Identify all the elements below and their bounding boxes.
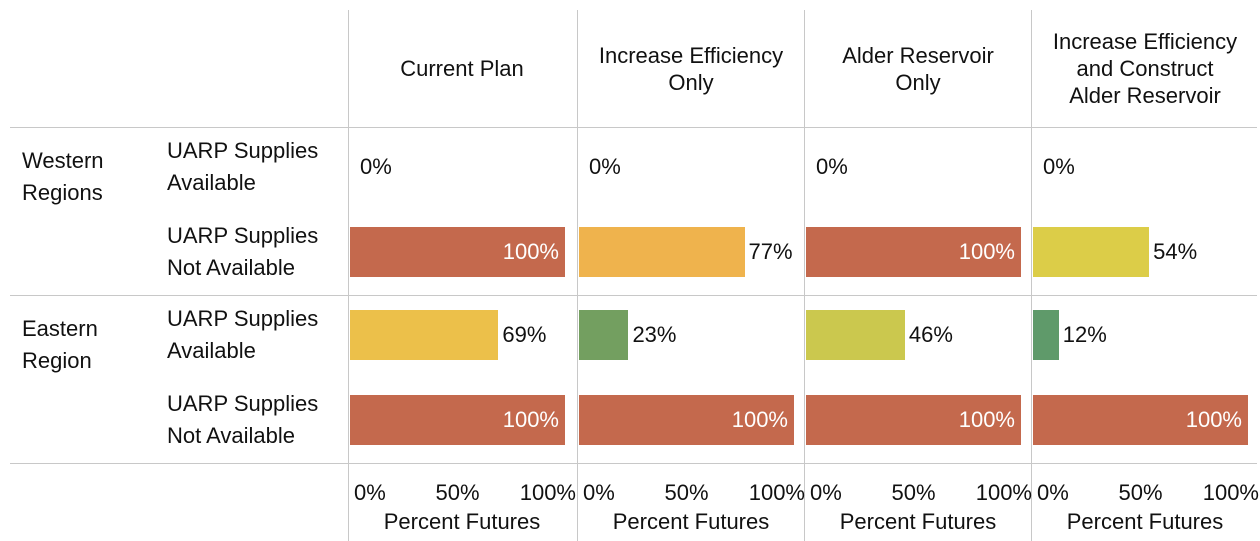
separator xyxy=(577,10,578,541)
value-label: 100% xyxy=(502,407,559,432)
x-tick-label: 0% xyxy=(354,480,386,505)
row-label: UARP Supplies Available xyxy=(167,306,319,363)
column-header: Current Plan xyxy=(400,56,524,81)
separator xyxy=(1031,10,1032,541)
group-label: Western Regions xyxy=(22,148,104,205)
bar xyxy=(579,227,745,277)
x-tick-label: 0% xyxy=(583,480,615,505)
bar xyxy=(579,395,794,445)
group-label: Eastern Region xyxy=(22,316,98,373)
x-tick-label: 50% xyxy=(664,480,709,505)
separator xyxy=(348,10,349,541)
column-header: Increase Efficiency Only xyxy=(598,42,784,95)
separator xyxy=(10,127,1257,128)
bar xyxy=(579,310,629,360)
value-label: 69% xyxy=(502,322,547,347)
x-axis-title: Percent Futures xyxy=(1066,509,1224,534)
value-label: 100% xyxy=(1185,407,1242,432)
value-label: 0% xyxy=(1043,154,1075,179)
bar xyxy=(806,310,905,360)
x-axis-title: Percent Futures xyxy=(383,509,541,534)
bar xyxy=(350,310,499,360)
row-label: UARP Supplies Available xyxy=(167,138,319,195)
value-label: 100% xyxy=(502,239,559,264)
bar xyxy=(1033,395,1248,445)
x-tick-label: 100% xyxy=(519,480,576,505)
value-label: 0% xyxy=(816,154,848,179)
x-tick-label: 100% xyxy=(748,480,805,505)
bar xyxy=(350,395,565,445)
value-label: 0% xyxy=(360,154,392,179)
x-tick-label: 50% xyxy=(891,480,936,505)
x-tick-label: 0% xyxy=(1037,480,1069,505)
x-tick-label: 100% xyxy=(975,480,1032,505)
x-axis-title: Percent Futures xyxy=(612,509,770,534)
value-label: 0% xyxy=(589,154,621,179)
value-label: 100% xyxy=(958,239,1015,264)
value-label: 46% xyxy=(908,322,953,347)
value-label: 12% xyxy=(1062,322,1107,347)
x-tick-label: 50% xyxy=(1118,480,1163,505)
bar xyxy=(1033,310,1059,360)
bar xyxy=(806,395,1021,445)
value-label: 77% xyxy=(748,239,793,264)
x-tick-label: 0% xyxy=(810,480,842,505)
bar xyxy=(350,227,565,277)
value-label: 100% xyxy=(958,407,1015,432)
value-label: 54% xyxy=(1153,239,1198,264)
x-tick-label: 50% xyxy=(435,480,480,505)
value-label: 23% xyxy=(632,322,677,347)
column-header: Increase Efficiency and Construct Alder … xyxy=(1052,29,1238,108)
row-label: UARP Supplies Not Available xyxy=(167,391,319,448)
separator xyxy=(10,295,1257,296)
separator xyxy=(804,10,805,541)
value-label: 100% xyxy=(731,407,788,432)
x-axis-title: Percent Futures xyxy=(839,509,997,534)
separator xyxy=(10,463,1257,464)
x-tick-label: 100% xyxy=(1202,480,1259,505)
column-header: Alder Reservoir Only xyxy=(842,42,994,95)
bar xyxy=(806,227,1021,277)
bar xyxy=(1033,227,1150,277)
row-label: UARP Supplies Not Available xyxy=(167,223,319,280)
